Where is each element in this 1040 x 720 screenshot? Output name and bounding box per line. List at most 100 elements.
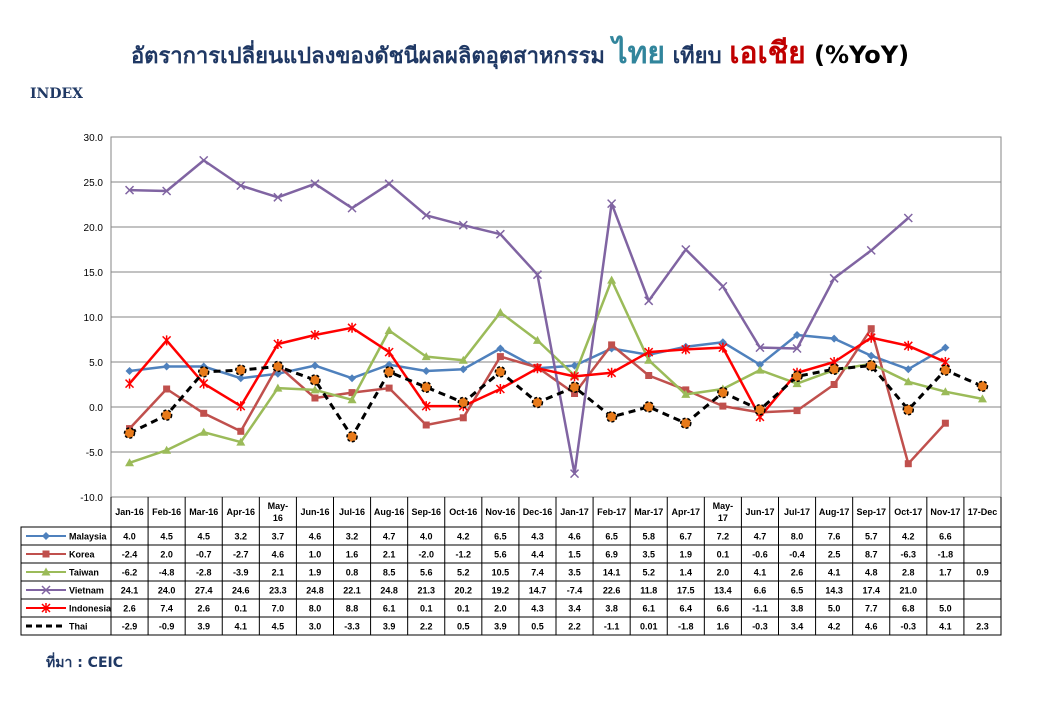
taiwan-data-point [644, 355, 654, 364]
taiwan-data-point [273, 383, 283, 392]
vietnam-data-point [310, 179, 320, 189]
x-tick-label: Apr-17 [672, 507, 701, 517]
korea-table-value: -0.6 [752, 550, 768, 560]
x-tick-label: Feb-17 [597, 507, 626, 517]
thai-table-value: -0.3 [752, 622, 768, 632]
thai-data-point [865, 359, 877, 372]
x-tick-label: Jan-16 [115, 507, 144, 517]
title-asia: เอเชีย [729, 36, 806, 71]
malaysia-legend-name: Malaysia [69, 532, 108, 542]
thai-data-point [531, 396, 544, 409]
indonesia-data-point [199, 378, 209, 389]
taiwan-data-point [495, 308, 505, 316]
korea-table-value: 1.0 [309, 550, 322, 560]
vietnam-data-point [236, 181, 246, 191]
malaysia-table-value: 4.7 [383, 532, 396, 542]
indonesia-table-value: 2.0 [494, 604, 507, 614]
thai-table-value: 2.3 [976, 622, 989, 632]
korea-data-point [608, 341, 616, 349]
korea-table-value: 8.7 [865, 550, 878, 560]
taiwan-data-point [940, 387, 950, 396]
indonesia-data-point [310, 330, 320, 340]
taiwan-data-point [458, 355, 468, 364]
x-tick-label: Jan-17 [560, 507, 589, 517]
malaysia-data-point [755, 360, 764, 369]
korea-table-value: -0.7 [196, 550, 212, 560]
indonesia-table-value: 2.6 [123, 604, 136, 614]
y-tick-label: 0.0 [89, 403, 103, 414]
vietnam-data-point [347, 203, 357, 213]
malaysia-table-value: 4.6 [309, 532, 322, 542]
thai-table-value: -2.9 [122, 622, 138, 632]
indonesia-data-point [718, 342, 728, 353]
thai-table-value: 4.2 [828, 622, 841, 632]
thai-data-point [902, 403, 915, 416]
taiwan-data-point [310, 385, 320, 394]
malaysia-table-value: 3.7 [272, 532, 285, 542]
korea-data-point [459, 414, 467, 422]
x-tick-label: May- [268, 501, 289, 511]
thai-data-point [346, 430, 358, 443]
vietnam-data-point [829, 273, 839, 283]
title-thai: ไทย [612, 36, 665, 71]
thai-table-value: 0.01 [640, 622, 658, 632]
thai-table-value: 4.5 [272, 622, 285, 632]
x-tick-label: Jun-16 [300, 507, 329, 517]
taiwan-data-point [384, 326, 394, 334]
indonesia-data-point [384, 347, 394, 358]
y-tick-label: 25.0 [84, 178, 104, 189]
korea-data-point [793, 407, 801, 415]
korea-table-value: -2.0 [418, 550, 434, 560]
indonesia-data-point [421, 401, 431, 412]
vietnam-table-value: -7.4 [567, 586, 583, 596]
vietnam-data-point [903, 213, 913, 223]
korea-table-value: -1.8 [938, 550, 954, 560]
vietnam-data-point [570, 469, 580, 479]
korea-table-value: 4.6 [272, 550, 285, 560]
thai-data-point [197, 366, 210, 378]
malaysia-data-point [310, 361, 319, 370]
indonesia-data-point [681, 344, 691, 355]
taiwan-table-value: -2.8 [196, 568, 212, 578]
vietnam-data-point [495, 229, 505, 239]
vietnam-table-value: 21.3 [417, 586, 435, 596]
thai-data-point [160, 409, 173, 421]
taiwan-table-value: -3.9 [233, 568, 249, 578]
vietnam-table-value: 14.7 [529, 586, 547, 596]
taiwan-table-value: 3.5 [568, 568, 581, 578]
korea-table-value: 6.9 [605, 550, 618, 560]
indonesia-table-value: 0.1 [420, 604, 433, 614]
thai-table-value: -1.8 [678, 622, 694, 632]
indonesia-data-point [236, 401, 246, 412]
thai-table-value: 3.9 [383, 622, 396, 632]
taiwan-table-value: 5.2 [642, 568, 655, 578]
vietnam-table-value: 11.8 [640, 586, 657, 596]
thai-legend-name: Thai [69, 622, 88, 632]
vietnam-data-point [607, 199, 617, 209]
thai-data-point [642, 401, 655, 413]
thai-table-value: 4.1 [235, 622, 248, 632]
x-tick-label: Sep-16 [411, 507, 441, 517]
thai-table-value: 0.5 [457, 622, 470, 632]
vietnam-data-point [644, 296, 654, 306]
korea-legend-marker [42, 550, 50, 558]
vietnam-table-value: 24.0 [158, 586, 176, 596]
indonesia-table-value: 6.1 [642, 604, 655, 614]
taiwan-table-value: 2.1 [272, 568, 285, 578]
x-tick-label: Oct-17 [894, 507, 922, 517]
thai-data-point [939, 364, 952, 376]
vietnam-legend-marker [41, 585, 51, 595]
korea-table-value: -2.4 [122, 550, 138, 560]
taiwan-data-point [125, 458, 135, 467]
indonesia-data-point [903, 340, 913, 351]
korea-data-point [830, 381, 838, 388]
thai-table-value: 2.2 [568, 622, 581, 632]
indonesia-table-value: 4.3 [531, 604, 544, 614]
title-part2: เทียบ [665, 44, 730, 69]
vietnam-table-value: 20.2 [455, 586, 473, 596]
taiwan-data-point [681, 389, 691, 398]
vietnam-table-value: 19.2 [492, 586, 510, 596]
taiwan-data-point [977, 394, 987, 403]
taiwan-table-value: 7.4 [531, 568, 544, 578]
taiwan-table-value: 4.1 [828, 568, 841, 578]
